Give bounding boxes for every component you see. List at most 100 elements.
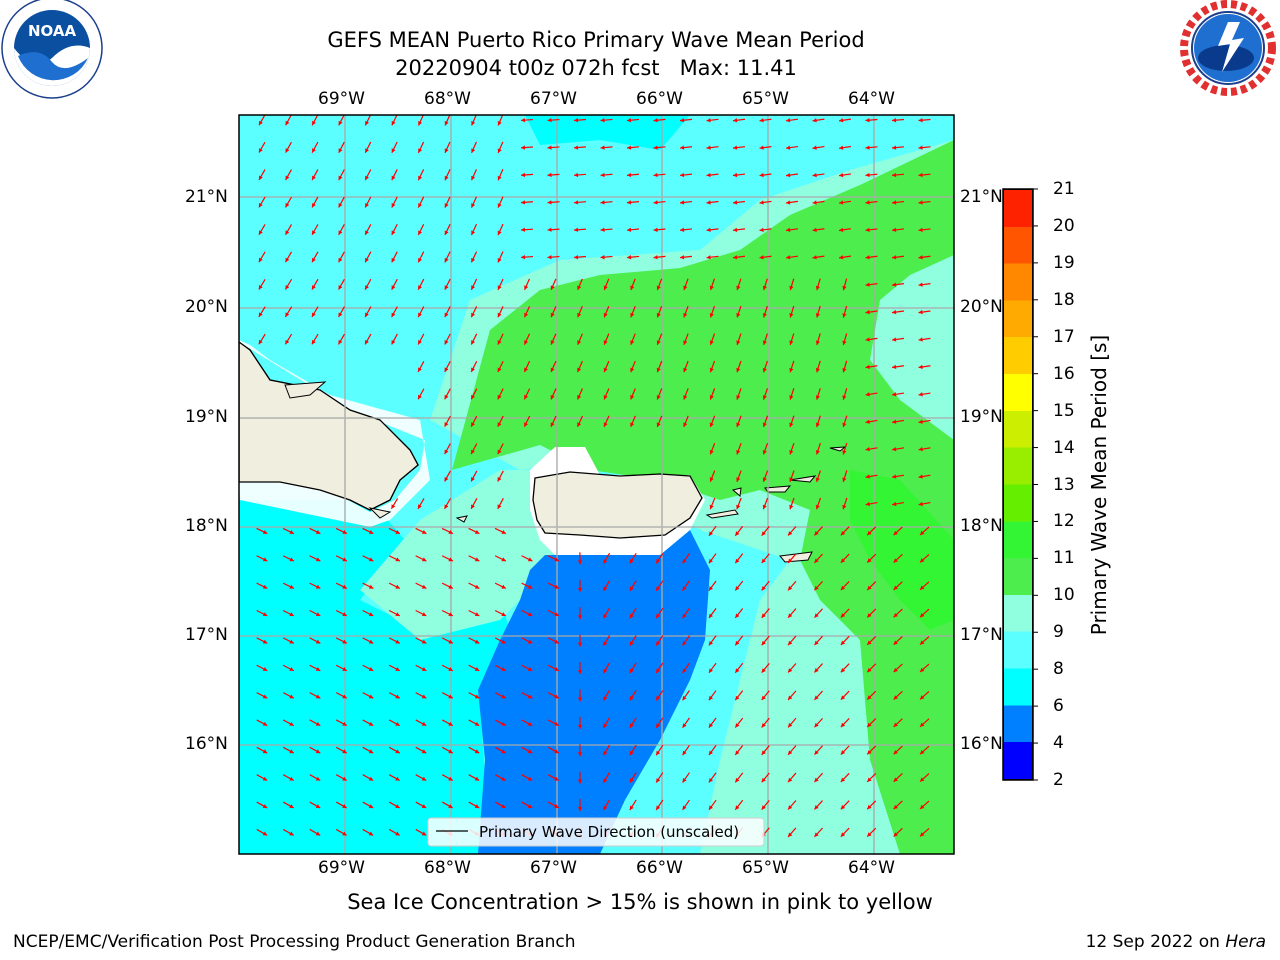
wave-direction-arrow: [630, 388, 636, 400]
wave-direction-arrow: [893, 745, 903, 755]
wave-direction-arrow: [840, 827, 850, 838]
wave-direction-arrow: [840, 718, 850, 728]
lat-label-right: 16°N: [960, 734, 1003, 754]
wave-direction-arrow: [602, 607, 611, 619]
wave-direction-arrow: [736, 360, 742, 373]
wave-direction-arrow: [520, 172, 534, 178]
wave-direction-arrow: [602, 717, 611, 729]
wave-direction-arrow: [630, 360, 636, 373]
wave-direction-arrow: [866, 827, 877, 838]
wave-direction-arrow: [918, 447, 931, 452]
wave-direction-arrow: [842, 388, 848, 400]
wave-direction-arrow: [600, 227, 613, 232]
wave-direction-arrow: [390, 498, 399, 510]
wave-direction-arrow: [573, 145, 587, 150]
wave-direction-arrow: [468, 746, 480, 754]
wave-direction-arrow: [444, 306, 451, 318]
wave-direction-arrow: [840, 690, 850, 701]
wave-direction-arrow: [521, 719, 533, 727]
lon-label-top: 65°W: [742, 89, 789, 109]
wave-direction-arrow: [761, 745, 770, 756]
wave-direction-arrow: [523, 388, 531, 400]
wave-direction-arrow: [258, 196, 266, 208]
wave-direction-arrow: [656, 360, 663, 373]
wave-direction-arrow: [417, 141, 425, 154]
wave-direction-arrow: [708, 635, 717, 646]
wave-direction-arrow: [891, 172, 905, 178]
wave-direction-arrow: [415, 527, 427, 535]
wave-direction-arrow: [602, 635, 611, 647]
wave-direction-arrow: [762, 470, 769, 483]
wave-direction-arrow: [497, 388, 504, 400]
wave-direction-arrow: [840, 663, 850, 673]
wave-direction-arrow: [494, 746, 507, 754]
wave-direction-arrow: [708, 553, 717, 564]
wave-direction-arrow: [417, 115, 424, 126]
wave-direction-arrow: [785, 200, 799, 205]
wave-direction-arrow: [309, 828, 321, 836]
wave-direction-arrow: [708, 525, 717, 537]
wave-direction-arrow: [761, 662, 770, 674]
wave-direction-arrow: [626, 227, 640, 232]
wave-direction-arrow: [815, 470, 821, 483]
wave-direction-arrow: [708, 772, 717, 783]
wave-direction-arrow: [573, 118, 587, 123]
wave-direction-arrow: [815, 442, 821, 455]
wave-direction-arrow: [736, 497, 742, 510]
wave-direction-arrow: [602, 744, 611, 756]
wave-direction-arrow: [709, 305, 716, 318]
nws-logo: [1178, 0, 1278, 98]
wave-direction-arrow: [388, 774, 401, 782]
lat-label-left: 17°N: [185, 625, 228, 645]
wave-direction-arrow: [893, 553, 903, 563]
wave-direction-arrow: [840, 526, 850, 536]
lat-label-left: 21°N: [185, 187, 228, 207]
wave-direction-arrow: [282, 746, 295, 754]
wave-direction-arrow: [311, 251, 319, 263]
wave-direction-arrow: [282, 828, 295, 836]
wave-direction-arrow: [683, 360, 689, 373]
colorbar-cover: [1003, 189, 1033, 780]
wave-direction-arrow: [388, 746, 401, 754]
wave-direction-arrow: [814, 717, 823, 728]
wave-direction-arrow: [918, 337, 931, 342]
wave-direction-arrow: [497, 415, 504, 428]
wave-direction-arrow: [682, 662, 690, 674]
wave-direction-arrow: [814, 827, 823, 838]
wave-direction-arrow: [444, 415, 451, 427]
wave-direction-arrow: [787, 663, 797, 673]
wave-direction-arrow: [282, 609, 295, 617]
wave-direction-arrow: [891, 309, 905, 315]
wave-direction-arrow: [918, 392, 931, 397]
wave-direction-arrow: [415, 746, 427, 754]
wave-direction-arrow: [812, 227, 825, 233]
wave-direction-arrow: [838, 200, 852, 205]
footer-host: Hera: [1225, 932, 1266, 952]
wave-direction-arrow: [470, 251, 478, 263]
wave-direction-arrow: [311, 115, 319, 126]
wave-direction-arrow: [309, 664, 321, 672]
wave-direction-arrow: [335, 774, 348, 782]
wave-direction-arrow: [626, 172, 640, 178]
wave-direction-arrow: [919, 553, 930, 563]
wave-direction-arrow: [520, 117, 534, 123]
wave-direction-arrow: [309, 527, 321, 535]
wave-direction-arrow: [497, 333, 504, 345]
wave-direction-arrow: [547, 719, 560, 727]
wave-direction-arrow: [547, 145, 560, 150]
wave-direction-arrow: [441, 801, 454, 809]
wave-direction-arrow: [547, 692, 560, 699]
wave-direction-arrow: [865, 227, 878, 232]
wave-direction-arrow: [335, 719, 348, 727]
wave-direction-arrow: [444, 141, 451, 154]
wave-direction-arrow: [919, 827, 930, 837]
wave-direction-arrow: [415, 828, 427, 836]
wave-direction-arrow: [789, 442, 795, 455]
wave-direction-arrow: [391, 278, 398, 290]
wave-direction-arrow: [284, 224, 293, 236]
wave-direction-arrow: [919, 636, 930, 646]
wave-direction-arrow: [838, 255, 852, 260]
wave-direction-arrow: [759, 118, 772, 123]
wave-direction-arrow: [362, 527, 374, 535]
